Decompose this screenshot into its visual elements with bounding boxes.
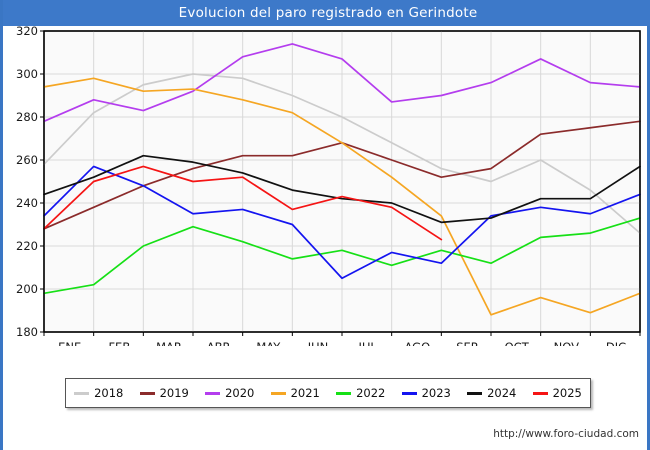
series-line-2023[interactable] (43, 165, 641, 280)
window-title-bar: Evolucion del paro registrado en Gerindo… (3, 0, 650, 26)
legend-item-2021[interactable]: 2021 (270, 386, 320, 400)
x-axis-tick-label: ABR (207, 340, 231, 346)
legend-swatch-icon (270, 391, 286, 395)
x-axis-tick-label: DIC (606, 340, 626, 346)
chart-legend: 2018 2019 2020 2021 2022 2023 2024 2025 (65, 378, 591, 408)
legend-label: 2025 (552, 386, 582, 400)
x-axis-tick-label: NOV (554, 340, 579, 346)
legend-label: 2019 (159, 386, 189, 400)
y-axis-tick-label: 240 (16, 196, 38, 210)
series-line-2024[interactable] (43, 154, 641, 224)
legend-item-2019[interactable]: 2019 (139, 386, 189, 400)
chart-area: 180 200 220 240 260 280 300 320 ENE FEB MAR ABR MAY J… (3, 26, 650, 346)
legend-swatch-icon (336, 391, 352, 395)
series-line-2025[interactable] (43, 165, 443, 241)
legend-swatch-icon (74, 391, 90, 395)
x-axis-tick-label: OCT (505, 340, 530, 346)
x-axis-tick-label: AGO (405, 340, 431, 346)
legend-item-2022[interactable]: 2022 (336, 386, 385, 400)
x-axis-tick-label: MAR (156, 340, 182, 346)
line-chart-svg: 180 200 220 240 260 280 300 320 ENE FEB MAR ABR MAY J… (16, 26, 641, 346)
legend-swatch-icon (139, 391, 155, 395)
y-axis-tick-label: 260 (16, 153, 38, 167)
legend-label: 2023 (421, 386, 451, 400)
legend-label: 2021 (290, 386, 320, 400)
legend-label: 2022 (356, 386, 386, 400)
legend-label: 2024 (487, 386, 517, 400)
source-url: http://www.foro-ciudad.com (493, 428, 639, 440)
y-axis-tick-label: 280 (16, 110, 38, 124)
x-axis-tick-label: JUL (358, 340, 378, 346)
legend-swatch-icon (401, 391, 417, 395)
plot-border (43, 30, 641, 333)
y-axis-tick-label: 300 (16, 67, 38, 81)
legend-label: 2020 (225, 386, 255, 400)
legend-label: 2018 (94, 386, 124, 400)
page-title: Evolucion del paro registrado en Gerindo… (178, 5, 478, 21)
legend-swatch-icon (532, 391, 548, 395)
y-axis-tick-label: 180 (16, 325, 38, 339)
x-axis-tick-label: FEB (108, 340, 130, 346)
x-axis-tick-label: JUN (307, 340, 328, 346)
x-axis-tick-label: ENE (58, 340, 81, 346)
series-line-2022[interactable] (43, 217, 641, 295)
y-axis-tick-label: 200 (16, 282, 38, 296)
legend-item-2025[interactable]: 2025 (532, 386, 582, 400)
series-line-2018[interactable] (43, 73, 641, 234)
legend-item-2020[interactable]: 2020 (205, 386, 254, 400)
legend-item-2018[interactable]: 2018 (74, 386, 123, 400)
x-axis-tick-label: MAY (256, 340, 281, 346)
legend-item-2024[interactable]: 2024 (467, 386, 516, 400)
series-line-2020[interactable] (43, 43, 641, 123)
legend-item-2023[interactable]: 2023 (401, 386, 451, 400)
legend-swatch-icon (205, 391, 221, 395)
series-line-2021[interactable] (43, 77, 641, 316)
legend-swatch-icon (467, 391, 483, 395)
y-axis-tick-label: 220 (16, 239, 38, 253)
y-axis-tick-label: 320 (16, 26, 38, 38)
x-axis-tick-label: SEP (456, 340, 478, 346)
